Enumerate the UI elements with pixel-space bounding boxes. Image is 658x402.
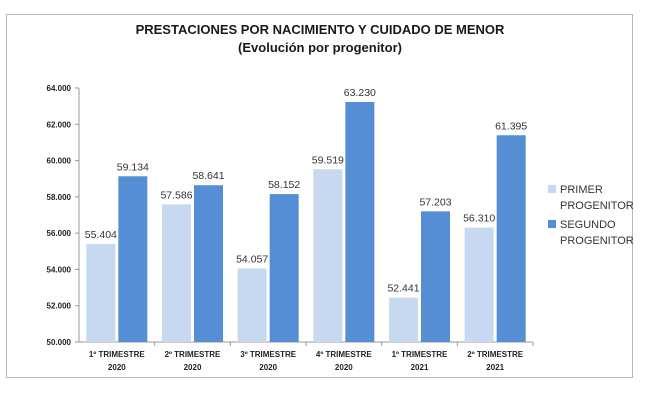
x-tick-label-year: 2020 (184, 363, 202, 372)
legend-swatch (548, 185, 556, 193)
bar (237, 268, 267, 342)
x-tick-label-year: 2020 (108, 363, 126, 372)
legend-swatch (548, 220, 556, 228)
x-tick-label-year: 2021 (486, 363, 504, 372)
y-tick-label: 52.000 (47, 302, 72, 311)
bar (194, 185, 223, 342)
data-label: 58.152 (268, 179, 300, 191)
y-tick-label: 64.000 (47, 84, 72, 93)
legend-label: PRIMER (560, 184, 603, 196)
bar (118, 176, 148, 342)
data-label: 59.134 (117, 161, 149, 173)
y-tick-label: 50.000 (47, 338, 72, 347)
x-tick-label: 1º TRIMESTRE (392, 350, 448, 359)
data-label: 55.404 (85, 229, 117, 241)
x-tick-label-year: 2021 (411, 363, 429, 372)
bar (86, 243, 116, 342)
legend-label: PROGENITOR (560, 235, 634, 247)
chart-subtitle: (Evolución por progenitor) (238, 40, 402, 55)
x-tick-label-year: 2020 (335, 363, 353, 372)
y-tick-label: 60.000 (47, 157, 72, 166)
bar (345, 101, 375, 342)
data-label: 61.395 (495, 120, 527, 132)
y-tick-label: 56.000 (47, 229, 72, 238)
data-label: 63.230 (344, 87, 376, 99)
plot-area: 50.000 52.000 54.000 56.000 58.000 60.000 62.0… (47, 84, 634, 372)
data-label: 54.057 (236, 253, 268, 265)
y-tick-label: 62.000 (47, 120, 72, 129)
chart-title: PRESTACIONES POR NACIMIENTO Y CUIDADO DE… (136, 22, 505, 37)
data-label: 57.203 (419, 196, 451, 208)
legend-label: PROGENITOR (560, 200, 634, 212)
y-tick-label: 54.000 (47, 265, 72, 274)
legend-label: SEGUNDO (560, 219, 616, 231)
bar (496, 135, 526, 342)
x-tick-label: 1º TRIMESTRE (89, 350, 145, 359)
y-tick-label: 58.000 (47, 193, 72, 202)
chart-frame (6, 14, 633, 378)
bar (162, 204, 191, 342)
bar (389, 297, 418, 342)
bar (421, 211, 450, 342)
data-label: 59.519 (312, 154, 344, 166)
data-label: 57.586 (160, 189, 192, 201)
data-label: 56.310 (463, 213, 495, 225)
data-label: 58.641 (192, 170, 224, 182)
x-tick-label: 2º TRIMESTRE (467, 350, 523, 359)
x-tick-label: 2º TRIMESTRE (165, 350, 221, 359)
x-tick-label: 4º TRIMESTRE (316, 350, 372, 359)
bar (313, 169, 343, 342)
x-tick-label-year: 2020 (259, 363, 277, 372)
bar (464, 227, 494, 342)
data-label: 52.441 (387, 283, 419, 295)
x-tick-label: 3º TRIMESTRE (240, 350, 296, 359)
bar (269, 194, 299, 342)
